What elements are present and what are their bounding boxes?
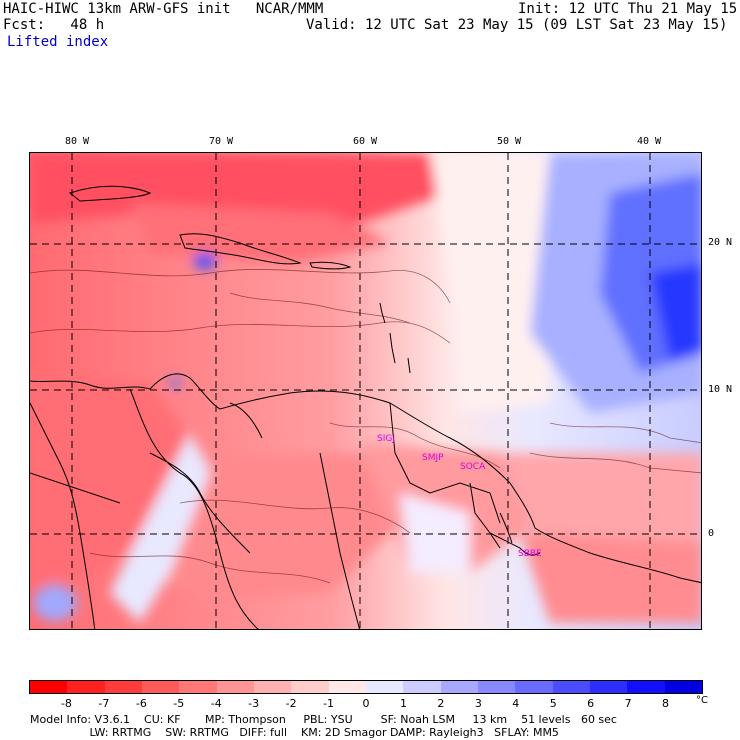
- colorbar-segment: [515, 681, 553, 693]
- colorbar-segment: [552, 681, 590, 693]
- station-sbbe: SBBE: [518, 549, 542, 559]
- lon-label-70w: 70 W: [209, 136, 234, 147]
- colorbar-tick-label: -3: [248, 697, 260, 710]
- colorbar-segment: [216, 681, 254, 693]
- colorbar-tick-label: -5: [173, 697, 185, 710]
- model-title: HAIC-HIWC 13km ARW-GFS init NCAR/MMM: [3, 1, 324, 17]
- valid-time: Valid: 12 UTC Sat 23 May 15 (09 LST Sat …: [306, 17, 728, 33]
- colorbar-tick-label: -8: [60, 697, 72, 710]
- colorbar-segment: [291, 681, 329, 693]
- colorbar-tick-label: 4: [512, 697, 520, 710]
- colorbar-segment: [67, 681, 105, 693]
- colorbar-segment: [627, 681, 665, 693]
- colorbar-segment: [328, 681, 366, 693]
- colorbar-segment: [365, 681, 404, 693]
- coastlines: [30, 185, 701, 629]
- colorbar-unit: °C: [696, 695, 708, 706]
- lon-label-80w: 80 W: [65, 136, 90, 147]
- lon-label-60w: 60 W: [353, 136, 378, 147]
- lon-label-40w: 40 W: [637, 136, 662, 147]
- colorbar-tick-label: 8: [662, 697, 670, 710]
- colorbar-segment: [141, 681, 180, 693]
- lat-label-10n: 10 N: [708, 384, 733, 395]
- field-shading: [30, 153, 701, 623]
- colorbar-segment: [477, 681, 516, 693]
- colorbar-tick-label: -6: [135, 697, 147, 710]
- map-canvas: SIGJ SMJP SOCA SBBE: [30, 153, 701, 629]
- colorbar-tick-label: 1: [399, 697, 407, 710]
- colorbar-tick-label: -1: [323, 697, 335, 710]
- field-name: Lifted index: [7, 34, 109, 50]
- colorbar-segment: [403, 681, 441, 693]
- init-time: Init: 12 UTC Thu 21 May 15: [518, 1, 738, 17]
- colorbar: [29, 680, 703, 694]
- colorbar-segment: [253, 681, 292, 693]
- colorbar-segment: [179, 681, 217, 693]
- colorbar-tick-label: 5: [549, 697, 557, 710]
- graticule: [30, 153, 701, 629]
- colorbar-segment: [664, 681, 702, 693]
- station-markers: SIGJ SMJP SOCA SBBE: [377, 434, 542, 559]
- station-soca: SOCA: [460, 462, 486, 472]
- colorbar-tick-label: 7: [624, 697, 632, 710]
- colorbar-tick-label: -4: [210, 697, 222, 710]
- colorbar-segment: [104, 681, 142, 693]
- colorbar-tick-label: 3: [474, 697, 482, 710]
- colorbar-tick-label: -2: [285, 697, 297, 710]
- colorbar-tick-label: 0: [362, 697, 370, 710]
- forecast-hour: Fcst: 48 h: [3, 17, 105, 33]
- colorbar-tick-label: 6: [587, 697, 595, 710]
- colorbar-tick-label: -7: [98, 697, 110, 710]
- model-info-line1: Model Info: V3.6.1 CU: KF MP: Thompson P…: [30, 713, 617, 726]
- lifted-index-map: SIGJ SMJP SOCA SBBE: [29, 152, 702, 630]
- lat-label-20n: 20 N: [708, 237, 733, 248]
- colorbar-segment: [440, 681, 478, 693]
- colorbar-segment: [30, 681, 68, 693]
- lon-label-50w: 50 W: [497, 136, 522, 147]
- lat-label-0: 0: [708, 528, 715, 539]
- colorbar-segment: [589, 681, 628, 693]
- station-smjp: SMJP: [422, 453, 444, 463]
- contours: [30, 269, 701, 584]
- model-info-line2: LW: RRTMG SW: RRTMG DIFF: full KM: 2D Sm…: [30, 726, 559, 739]
- station-sigj: SIGJ: [377, 434, 395, 444]
- colorbar-tick-label: 2: [437, 697, 445, 710]
